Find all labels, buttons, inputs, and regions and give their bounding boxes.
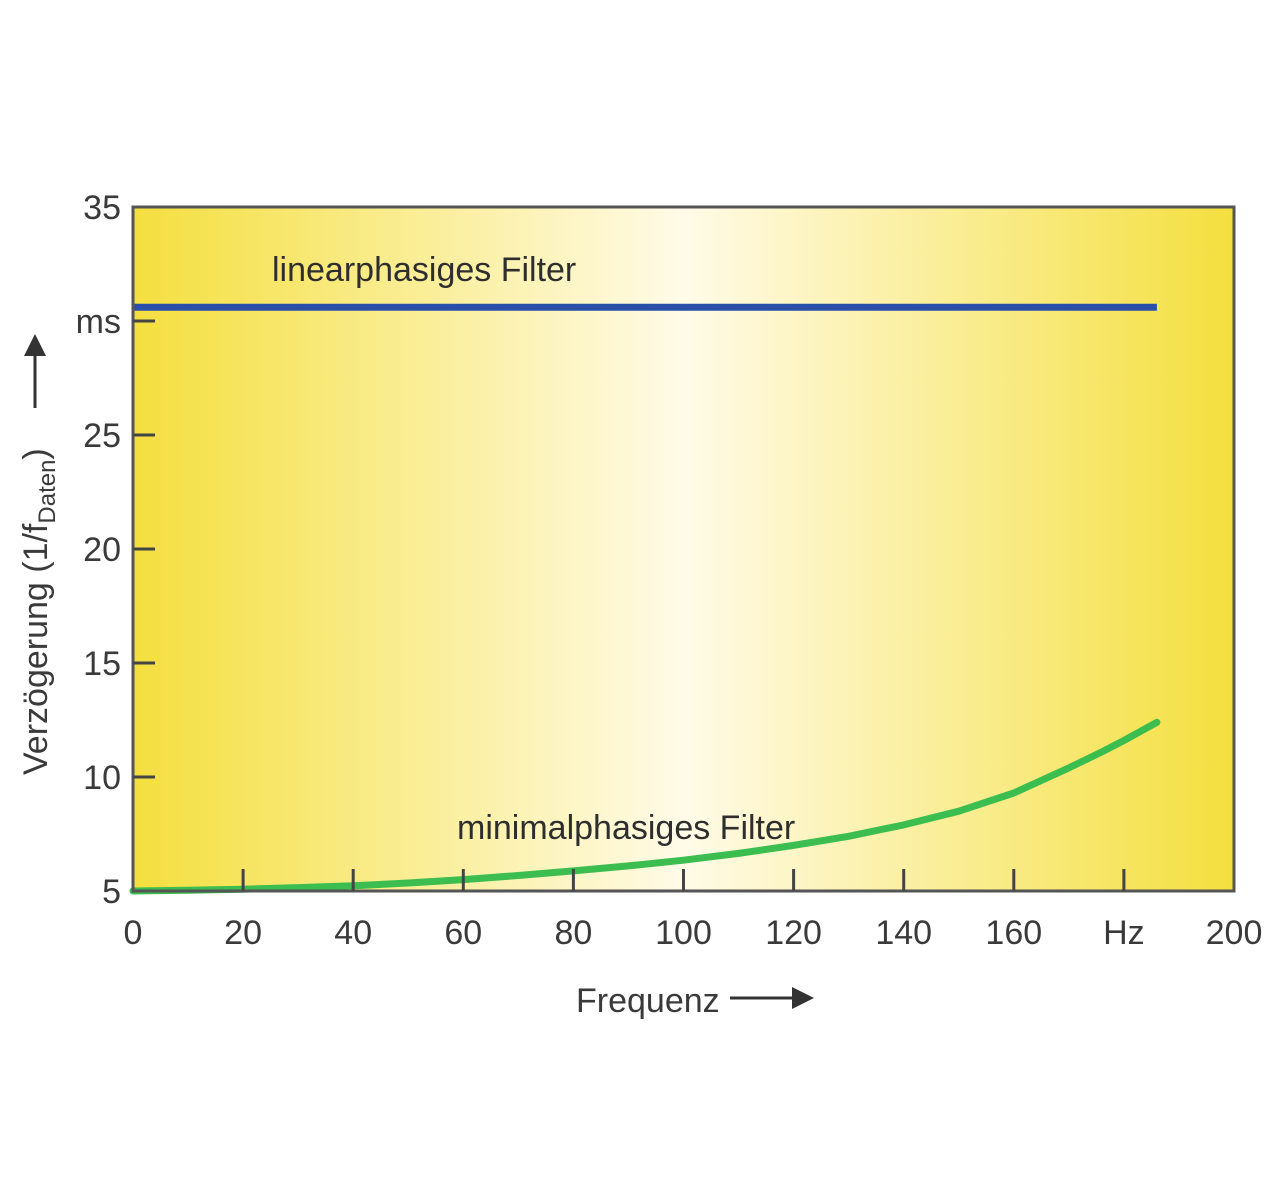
x-tick-label: 80 (554, 914, 592, 952)
x-tick-label: 160 (985, 914, 1042, 952)
y-tick-label: 5 (102, 873, 121, 911)
x-tick-label: 140 (875, 914, 932, 952)
series-label-linear: linearphasiges Filter (272, 251, 576, 289)
series-label-minimal: minimalphasiges Filter (457, 809, 795, 847)
y-tick-label: 10 (83, 759, 121, 797)
x-tick-label: 120 (765, 914, 822, 952)
x-tick-label: 20 (224, 914, 262, 952)
y-tick-label: 35 (83, 189, 121, 227)
x-tick-label: 60 (444, 914, 482, 952)
y-axis-arrow-icon (24, 334, 46, 408)
x-tick-label: 200 (1206, 914, 1263, 952)
y-tick-label: 15 (83, 645, 121, 683)
y-axis-title: Verzögerung (1/fDaten) (17, 448, 61, 775)
y-tick-label: ms (76, 303, 121, 341)
x-tick-label: 40 (334, 914, 372, 952)
x-tick-label: Hz (1103, 914, 1145, 952)
y-tick-label: 20 (83, 531, 121, 569)
x-axis-arrow-icon (730, 987, 814, 1009)
x-axis-title: Frequenz (576, 982, 720, 1020)
y-tick-label: 25 (83, 417, 121, 455)
x-tick-label: 0 (124, 914, 143, 952)
series-line-1 (129, 718, 1161, 895)
x-tick-label: 100 (655, 914, 712, 952)
